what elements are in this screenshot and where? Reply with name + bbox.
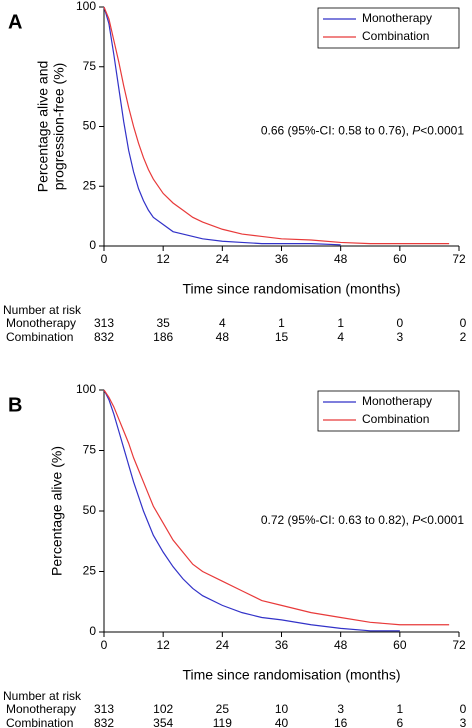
risk-count: 832 (94, 716, 114, 728)
legend-label: Combination (362, 412, 429, 426)
x-tick-label: 24 (216, 638, 230, 652)
risk-row-name: Monotherapy (6, 702, 76, 716)
x-tick-label: 48 (334, 252, 348, 266)
x-tick-label: 36 (275, 638, 289, 652)
annotation-part: P (412, 513, 420, 527)
risk-count: 40 (275, 716, 289, 728)
y-tick-label: 100 (76, 382, 96, 396)
risk-count: 119 (213, 716, 232, 728)
y-tick-label: 100 (76, 0, 96, 13)
legend-label: Monotherapy (362, 11, 432, 25)
risk-count: 10 (275, 702, 289, 716)
x-axis-label: Time since randomisation (months) (182, 667, 400, 683)
y-tick-label: 75 (83, 443, 97, 457)
risk-count: 0 (460, 702, 467, 716)
x-tick-label: 0 (101, 252, 108, 266)
risk-count: 313 (94, 316, 114, 330)
x-tick-label: 24 (216, 252, 230, 266)
y-axis-label: Percentage alive (%) (49, 446, 65, 576)
panel-label: B (8, 394, 22, 416)
risk-table-title: Number at risk (3, 689, 82, 703)
legend-box (317, 390, 460, 432)
risk-count: 354 (153, 716, 173, 728)
risk-count: 1 (278, 316, 285, 330)
annotation-part: 0.72 (95%-CI: 0.63 to 0.82), (261, 513, 412, 527)
x-tick-label: 60 (393, 252, 407, 266)
x-axis-label: Time since randomisation (months) (182, 281, 400, 297)
survival-curve (103, 6, 341, 246)
risk-table-title: Number at risk (3, 303, 82, 317)
y-tick-label: 25 (83, 178, 97, 192)
legend-label: Monotherapy (362, 394, 432, 408)
risk-count: 1 (396, 702, 403, 716)
panel-label: A (8, 11, 22, 33)
risk-row-name: Combination (6, 716, 73, 728)
y-tick-label: 50 (83, 503, 97, 517)
risk-row-name: Combination (6, 330, 73, 344)
survival-curve (103, 389, 400, 632)
x-tick-label: 72 (452, 252, 466, 266)
x-tick-label: 12 (156, 638, 170, 652)
risk-count: 16 (334, 716, 348, 728)
risk-count: 2 (460, 330, 467, 344)
risk-count: 3 (396, 330, 403, 344)
risk-count: 4 (219, 316, 226, 330)
annotation-part: <0.0001 (420, 513, 464, 527)
risk-count: 832 (94, 330, 114, 344)
risk-count: 1 (337, 316, 344, 330)
survival-curve (103, 6, 450, 245)
risk-count: 25 (216, 702, 230, 716)
risk-count: 48 (216, 330, 230, 344)
y-tick-label: 0 (89, 238, 96, 252)
y-tick-label: 75 (83, 59, 97, 73)
risk-count: 313 (94, 702, 114, 716)
y-axis-label: Percentage alive and (35, 61, 51, 193)
risk-count: 15 (275, 330, 289, 344)
survival-curve (103, 389, 450, 626)
risk-count: 0 (396, 316, 403, 330)
risk-count: 3 (460, 716, 467, 728)
annotation-part: P (412, 124, 420, 138)
annotation-part: 0.66 (95%-CI: 0.58 to 0.76), (261, 124, 412, 138)
x-tick-label: 12 (156, 252, 170, 266)
x-tick-label: 0 (101, 638, 108, 652)
y-tick-label: 25 (83, 564, 97, 578)
risk-row-name: Monotherapy (6, 316, 76, 330)
risk-count: 186 (153, 330, 173, 344)
risk-count: 3 (337, 702, 344, 716)
annotation: 0.72 (95%-CI: 0.63 to 0.82), P<0.0001 (261, 513, 464, 527)
y-axis-label: progression-free (%) (51, 63, 67, 191)
annotation-part: <0.0001 (420, 124, 464, 138)
risk-count: 0 (460, 316, 467, 330)
y-tick-label: 0 (89, 624, 96, 638)
risk-count: 6 (396, 716, 403, 728)
y-tick-label: 50 (83, 119, 97, 133)
risk-count: 102 (153, 702, 173, 716)
x-tick-label: 36 (275, 252, 289, 266)
annotation: 0.66 (95%-CI: 0.58 to 0.76), P<0.0001 (261, 124, 464, 138)
x-tick-label: 72 (452, 638, 466, 652)
x-tick-label: 60 (393, 638, 407, 652)
legend-box (317, 7, 460, 49)
risk-count: 4 (337, 330, 344, 344)
legend-label: Combination (362, 29, 429, 43)
risk-count: 35 (156, 316, 170, 330)
x-tick-label: 48 (334, 638, 348, 652)
